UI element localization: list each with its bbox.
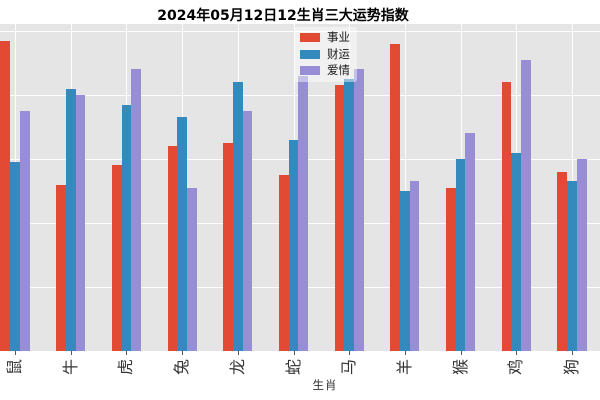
bar-career-6 <box>334 85 345 351</box>
x-tick-label-2: 虎 <box>116 359 136 376</box>
x-tick-4 <box>237 351 239 355</box>
x-tick-2 <box>126 351 128 355</box>
bar-wealth-9 <box>511 152 522 351</box>
x-tick-label-4: 龙 <box>227 359 247 376</box>
wealth-swatch-icon <box>300 49 320 59</box>
bar-wealth-7 <box>400 191 410 351</box>
bar-wealth-2 <box>121 104 132 351</box>
bar-career-7 <box>390 43 401 351</box>
x-tick-label-8: 猴 <box>450 359 470 376</box>
x-axis-label: 生肖 <box>312 378 338 392</box>
x-tick-label-0: 鼠 <box>5 359 24 376</box>
gridline-v-7 <box>404 24 406 351</box>
bar-love-8 <box>465 133 476 351</box>
legend: 事业 财运 爱情 <box>294 27 357 82</box>
gridline-h-100 <box>0 31 600 32</box>
bar-career-3 <box>167 146 178 351</box>
bar-love-6 <box>354 69 364 351</box>
x-tick-label-10: 狗 <box>562 359 581 376</box>
bar-love-9 <box>521 59 531 351</box>
x-tick-label-9: 鸡 <box>506 359 526 376</box>
career-swatch-icon <box>300 33 320 43</box>
bar-career-10 <box>557 171 568 351</box>
x-tick-label-7: 羊 <box>394 359 414 376</box>
x-tick-label-1: 牛 <box>60 359 80 376</box>
bar-career-9 <box>501 82 512 351</box>
x-tick-7 <box>404 351 406 355</box>
chart-title: 2024年05月12日12生肖三大运势指数 <box>157 8 409 24</box>
legend-item-career: 事业 <box>300 30 350 44</box>
x-tick-8 <box>460 351 462 355</box>
bar-career-0 <box>0 40 11 351</box>
bar-career-1 <box>56 184 66 351</box>
bar-career-8 <box>446 187 456 351</box>
x-tick-3 <box>182 351 184 355</box>
x-tick-0 <box>15 351 16 355</box>
bar-love-10 <box>576 159 587 351</box>
x-tick-label-3: 兔 <box>172 359 192 376</box>
bar-love-2 <box>131 69 141 351</box>
bar-career-4 <box>223 143 233 351</box>
x-tick-9 <box>516 351 518 355</box>
bar-love-1 <box>75 95 86 351</box>
bar-wealth-1 <box>65 88 76 351</box>
x-tick-1 <box>70 351 72 355</box>
bar-wealth-6 <box>344 79 355 351</box>
bar-career-5 <box>278 175 289 351</box>
legend-label-career: 事业 <box>327 30 350 44</box>
x-tick-5 <box>293 351 295 355</box>
bar-love-3 <box>186 187 197 351</box>
bar-career-2 <box>111 165 122 351</box>
bar-love-0 <box>19 111 30 351</box>
x-tick-6 <box>349 351 351 355</box>
legend-label-wealth: 财运 <box>327 46 350 61</box>
bar-wealth-5 <box>288 139 299 351</box>
bar-wealth-8 <box>455 159 466 351</box>
x-tick-10 <box>572 351 573 355</box>
bar-wealth-0 <box>10 162 20 351</box>
bar-wealth-3 <box>177 117 187 351</box>
bar-love-4 <box>242 111 253 351</box>
plot-area <box>0 24 600 351</box>
bar-wealth-10 <box>567 181 577 351</box>
love-swatch-icon <box>300 66 320 76</box>
bar-love-5 <box>298 75 309 351</box>
x-tick-label-5: 蛇 <box>283 359 303 376</box>
legend-item-wealth: 财运 <box>300 46 350 61</box>
legend-item-love: 爱情 <box>300 63 350 77</box>
x-tick-label-6: 马 <box>339 359 359 376</box>
bar-wealth-4 <box>232 82 243 351</box>
legend-label-love: 爱情 <box>327 63 350 77</box>
bar-love-7 <box>409 181 420 351</box>
